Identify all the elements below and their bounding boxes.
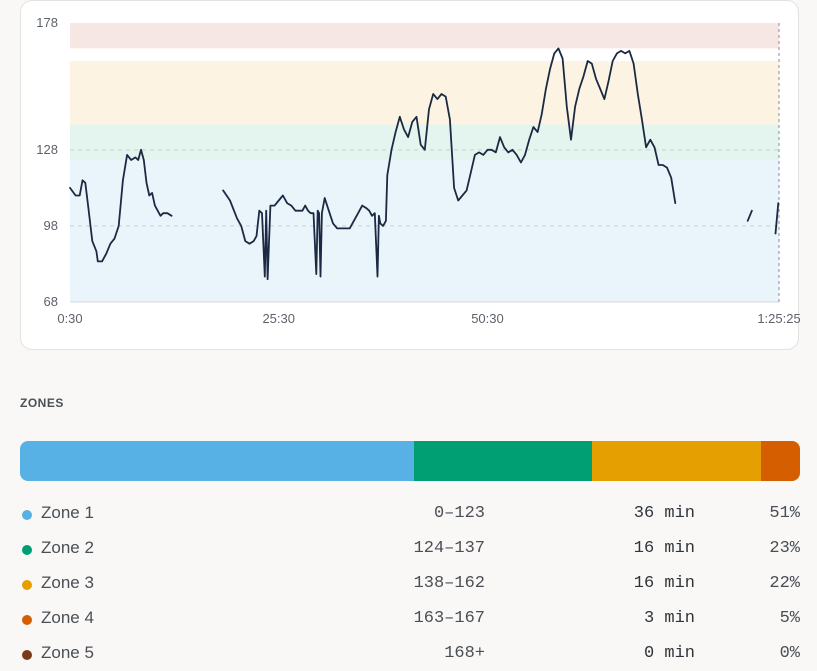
zone-band-5 [70, 23, 779, 49]
zone-bar-segment-1 [20, 441, 414, 481]
zone-name: Zone 4 [41, 608, 94, 627]
heart-rate-chart: 178 128 98 68 0:30 25:30 50:30 1:25:25 [36, 15, 800, 326]
zone-distribution-bar [20, 441, 800, 481]
x-tick-label: 0:30 [57, 311, 82, 326]
zone-percent: 0% [779, 644, 800, 663]
y-tick-label: 68 [44, 294, 58, 309]
zone-band-3 [70, 61, 779, 125]
zone-name: Zone 2 [41, 538, 94, 557]
zone-band-1 [70, 159, 779, 302]
zone-range: 124–137 [413, 539, 485, 558]
zone-percent: 22% [769, 574, 800, 593]
zone-range: 0–123 [433, 504, 485, 523]
zone-row: Zone 2 124–137 16 min 23% [20, 538, 800, 560]
heart-rate-chart-card: 178 128 98 68 0:30 25:30 50:30 1:25:25 [20, 0, 800, 350]
heart-rate-line-segment [746, 209, 753, 222]
zone-range: 168+ [444, 644, 485, 663]
zone-name: Zone 3 [41, 573, 94, 592]
zones-title: ZONES [20, 396, 64, 410]
zone-bar-segment-4 [761, 441, 800, 481]
zone-percent: 51% [769, 504, 800, 523]
zone-name: Zone 5 [41, 643, 94, 662]
zone-band-4 [70, 48, 779, 62]
heart-rate-line-segment [69, 148, 173, 263]
zone-range: 138–162 [413, 574, 485, 593]
heart-rate-line-segment [222, 47, 677, 281]
zone-percent: 23% [769, 539, 800, 558]
zone-percent: 5% [779, 609, 800, 628]
zone-time: 3 min [643, 609, 695, 628]
zone-color-dot [22, 615, 32, 625]
x-tick-label: 50:30 [471, 311, 504, 326]
y-tick-label: 128 [36, 142, 58, 157]
zone-time: 36 min [633, 504, 695, 523]
zone-time: 16 min [633, 574, 695, 593]
zone-color-dot [22, 545, 32, 555]
zone-row: Zone 1 0–123 36 min 51% [20, 503, 800, 525]
zone-range: 163–167 [413, 609, 485, 628]
zone-band-2 [70, 124, 779, 160]
zone-color-dot [22, 650, 32, 660]
zone-row: Zone 3 138–162 16 min 22% [20, 573, 800, 595]
zone-time: 0 min [643, 644, 695, 663]
zone-row: Zone 4 163–167 3 min 5% [20, 608, 800, 630]
x-tick-label: 1:25:25 [757, 311, 800, 326]
zone-row: Zone 5 168+ 0 min 0% [20, 643, 800, 665]
heart-rate-line-segment [774, 202, 780, 235]
zone-time: 16 min [633, 539, 695, 558]
x-tick-label: 25:30 [262, 311, 295, 326]
zone-color-dot [22, 510, 32, 520]
zone-bar-segment-2 [413, 441, 592, 481]
zone-name: Zone 1 [41, 503, 94, 522]
y-tick-label: 178 [36, 15, 58, 30]
zone-color-dot [22, 580, 32, 590]
y-tick-label: 98 [44, 218, 58, 233]
zone-bar-segment-3 [591, 441, 762, 481]
